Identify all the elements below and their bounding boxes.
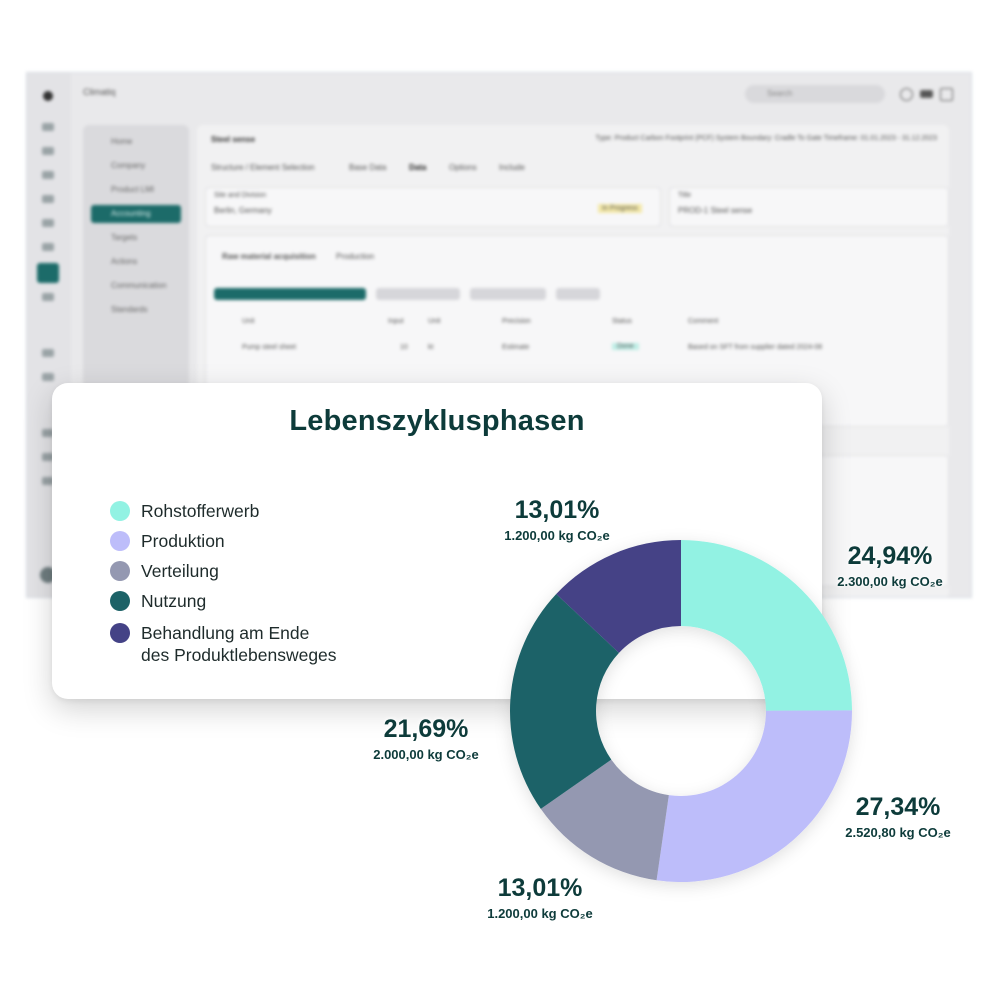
column-header: Status: [612, 318, 632, 325]
column-header: Comment: [688, 318, 719, 325]
menu-item-active[interactable]: Accounting: [91, 205, 181, 223]
site-field[interactable]: Site and Division Berlin, Germany In Pro…: [205, 187, 661, 227]
tab-active[interactable]: Data: [409, 163, 427, 172]
nav-icon[interactable]: [42, 373, 54, 381]
slice-amount: 2.520,80 kg CO₂e: [845, 825, 951, 840]
legend-label: Behandlung am Ende des Produktlebenswege…: [141, 623, 337, 665]
table-cell: kt: [428, 344, 434, 351]
slice-percent: 13,01%: [514, 496, 600, 524]
nav-icon-active[interactable]: [37, 263, 59, 283]
slice-label-rohstofferwerb: 24,94% 2.300,00 kg CO₂e: [790, 542, 990, 589]
filter-chip-active[interactable]: [214, 288, 366, 300]
legend-label: Verteilung: [141, 561, 219, 581]
legend-item-rohstofferwerb: Rohstofferwerb: [110, 501, 259, 522]
field-value: PROD-1 Steel sense: [678, 206, 753, 215]
menu-item[interactable]: Product LMI: [111, 185, 155, 194]
slice-label-verteilung: 13,01% 1.200,00 kg CO₂e: [440, 874, 640, 921]
tab[interactable]: Options: [449, 163, 477, 172]
nav-icon[interactable]: [42, 147, 54, 155]
column-header: Unit: [428, 318, 441, 325]
nav-icon[interactable]: [42, 219, 54, 227]
table-cell: Pump steel sheet: [242, 344, 297, 351]
legend-dot: [110, 591, 130, 611]
page-meta: Type: Product Carbon Footprint (PCF) Sys…: [595, 135, 938, 142]
tab[interactable]: Base Data: [349, 163, 387, 172]
tab[interactable]: Structure / Element Selection: [211, 163, 315, 172]
slice-amount: 2.000,00 kg CO₂e: [373, 747, 479, 762]
title-field[interactable]: Title PROD-1 Steel sense: [669, 187, 949, 227]
legend-label: Produktion: [141, 531, 225, 551]
slice-percent: 24,94%: [847, 542, 933, 570]
search-input[interactable]: Search: [745, 85, 885, 103]
top-bar: Climatiq Search: [71, 73, 971, 115]
legend-dot: [110, 561, 130, 581]
legend-item-produktion: Produktion: [110, 531, 225, 552]
column-header: Input: [388, 318, 404, 325]
menu-item[interactable]: Targets: [111, 233, 138, 242]
chart-title: Lebenszyklusphasen: [289, 405, 585, 437]
legend-card: Lebenszyklusphasen Rohstofferwerb Produk…: [52, 383, 822, 699]
filter-chip[interactable]: [376, 288, 460, 300]
table-cell: Done: [612, 343, 639, 350]
menu-item[interactable]: Actions: [111, 257, 138, 266]
column-header: Unit: [242, 318, 255, 325]
slice-amount: 1.200,00 kg CO₂e: [487, 906, 593, 921]
nav-icon[interactable]: [42, 477, 54, 485]
field-label: Site and Division: [214, 192, 267, 199]
slice-label-nutzung: 21,69% 2.000,00 kg CO₂e: [326, 715, 526, 762]
nav-icon[interactable]: [42, 429, 54, 437]
phase-select[interactable]: Raw material acquisition: [222, 252, 316, 261]
window-icon[interactable]: [940, 88, 953, 101]
nav-icon[interactable]: [42, 349, 54, 357]
menu-item[interactable]: Home: [111, 137, 133, 146]
flag-icon[interactable]: [920, 90, 933, 98]
logo-icon: [43, 91, 53, 101]
table-cell: Based on SFT from supplier dated 2024-08: [688, 344, 823, 351]
slice-amount: 1.200,00 kg CO₂e: [504, 528, 610, 543]
slice-verteilung: [540, 759, 669, 881]
nav-icon[interactable]: [42, 453, 54, 461]
table-cell: 10: [400, 344, 408, 351]
phase-select-2[interactable]: Production: [336, 252, 375, 261]
page-title: Steel sense: [211, 135, 256, 144]
tab[interactable]: Include: [499, 163, 525, 172]
slice-percent: 13,01%: [497, 874, 583, 902]
table-cell: Estimate: [502, 344, 530, 351]
legend-item-nutzung: Nutzung: [110, 591, 206, 612]
status-badge: In Progress: [598, 204, 642, 213]
column-header: Precision: [502, 318, 531, 325]
nav-icon[interactable]: [42, 293, 54, 301]
legend-label: Nutzung: [141, 591, 207, 611]
menu-item[interactable]: Company: [111, 161, 146, 170]
slice-percent: 27,34%: [855, 793, 941, 821]
menu-item[interactable]: Standards: [111, 305, 148, 314]
legend-dot: [110, 623, 130, 643]
legend-label: Rohstofferwerb: [141, 501, 260, 521]
nav-icon[interactable]: [42, 243, 54, 251]
legend-dot: [110, 501, 130, 521]
legend-item-verteilung: Verteilung: [110, 561, 219, 582]
nav-icon[interactable]: [42, 123, 54, 131]
field-label: Title: [678, 192, 691, 199]
nav-icon[interactable]: [42, 195, 54, 203]
app-name: Climatiq: [83, 87, 116, 97]
slice-amount: 2.300,00 kg CO₂e: [837, 574, 943, 589]
filter-chip[interactable]: [470, 288, 546, 300]
filter-chip[interactable]: [556, 288, 600, 300]
legend-dot: [110, 531, 130, 551]
nav-icon[interactable]: [42, 171, 54, 179]
slice-percent: 21,69%: [383, 715, 469, 743]
slice-label-behandlung: 13,01% 1.200,00 kg CO₂e: [457, 496, 657, 543]
slice-label-produktion: 27,34% 2.520,80 kg CO₂e: [798, 793, 998, 840]
menu-item[interactable]: Communication: [111, 281, 167, 290]
help-icon[interactable]: [900, 88, 913, 101]
icon-rail: [27, 73, 71, 597]
field-value: Berlin, Germany: [214, 206, 272, 215]
legend-item-behandlung: Behandlung am Ende des Produktlebenswege…: [110, 623, 337, 666]
